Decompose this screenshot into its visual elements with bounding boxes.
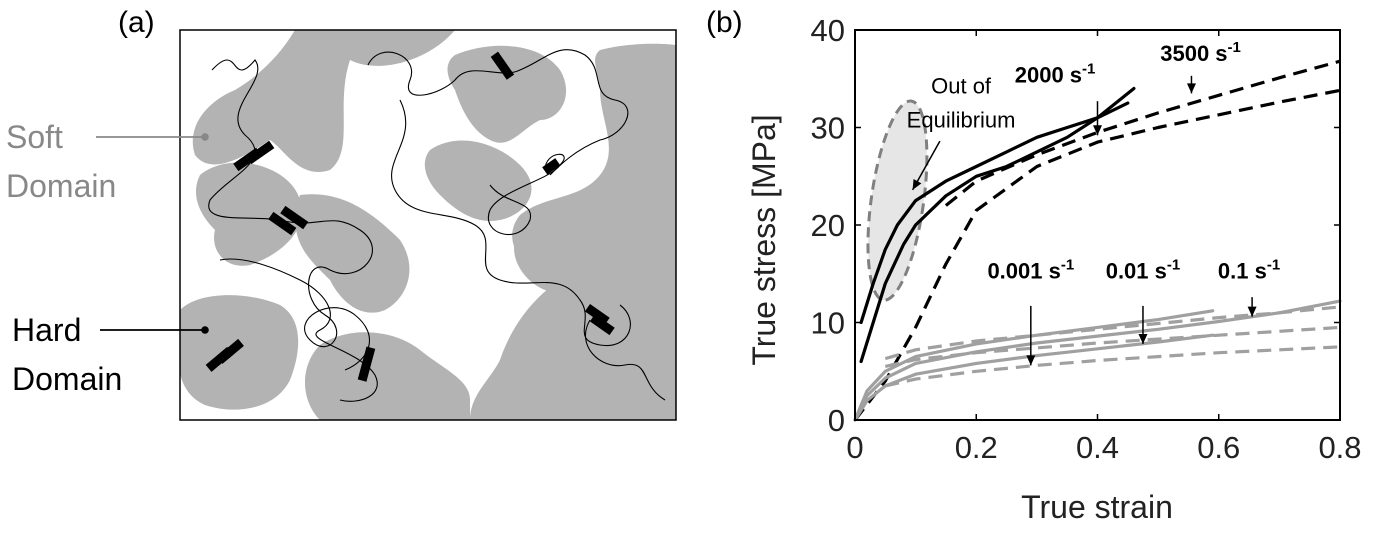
x-tick-label: 0.2 — [955, 430, 998, 465]
rate-label-01: 0.1 s-1 — [1218, 257, 1280, 284]
polymer-chain — [584, 319, 666, 401]
out-of-equilibrium-region — [866, 99, 929, 302]
x-tick-label: 0 — [846, 430, 863, 465]
stress-strain-chart: 0 0.2 0.4 0.6 0.8 0 10 20 30 40 True strain True … — [746, 13, 1362, 525]
polymer-chain — [367, 49, 629, 176]
out-of-equilibrium-label-line2: Equilibrium — [907, 108, 1016, 133]
hard-domain-callout: Hard Domain — [12, 312, 209, 397]
hard-domain-blob — [514, 226, 655, 297]
x-axis-label: True strain — [1021, 489, 1173, 525]
soft-domain-pointer-dot — [201, 133, 209, 141]
hard-segment — [280, 205, 309, 230]
hard-segment — [357, 346, 376, 382]
hard-domain-blob — [295, 194, 410, 313]
series-4-line — [944, 59, 1341, 207]
y-tick-label: 40 — [811, 13, 845, 48]
hard-segment — [542, 158, 561, 175]
hard-domain-label-line2: Domain — [12, 361, 122, 397]
hard-segment — [216, 338, 244, 364]
hard-domain-regions — [180, 30, 676, 420]
series-10-line — [884, 345, 1341, 388]
rate-label-0001: 0.001 s-1 — [987, 257, 1074, 284]
rate-arrow-2000-head — [1093, 125, 1102, 136]
series-3-line — [853, 88, 1341, 421]
soft-domain-label-line2: Domain — [6, 168, 116, 204]
panel-a-label: (a) — [118, 6, 155, 39]
hard-domain-blob — [195, 162, 302, 266]
x-tick-label: 0.4 — [1076, 430, 1119, 465]
series-6-line — [853, 299, 1342, 422]
series-7-line — [853, 333, 1215, 422]
hard-domain-blob — [305, 332, 470, 420]
y-tick-label: 0 — [828, 403, 845, 438]
series-1-line — [859, 101, 1130, 325]
y-tick-label: 10 — [811, 306, 845, 341]
hard-domain-blob — [180, 295, 299, 410]
series-layer — [853, 59, 1342, 422]
rate-annotations: 2000 s-1 3500 s-1 0.001 s-1 0.01 s-1 0.1 s-1… — [907, 39, 1280, 366]
hard-segment — [584, 304, 610, 326]
rate-arrow-0001-head — [1026, 355, 1036, 366]
rate-arrow-3500-head — [1186, 83, 1196, 94]
hard-domain-label-line1: Hard — [12, 312, 81, 348]
rate-arrow-01-head — [1247, 306, 1257, 317]
series-9-line — [884, 325, 1341, 368]
x-tick-label: 0.8 — [1318, 430, 1361, 465]
rate-label-001: 0.01 s-1 — [1106, 257, 1181, 284]
rate-label-2000: 2000 s-1 — [1015, 61, 1096, 88]
polymer-chain — [208, 59, 373, 371]
hard-domain-blob — [447, 45, 567, 143]
out-of-equilibrium-arrow-head — [912, 178, 922, 190]
out-of-equilibrium-ellipse — [866, 99, 929, 302]
series-5-line — [853, 309, 1215, 422]
out-of-equilibrium-label-line1: Out of — [931, 73, 992, 98]
hard-segments — [205, 51, 615, 382]
rate-arrow-001-head — [1138, 333, 1148, 344]
y-tick-label: 20 — [811, 208, 845, 243]
soft-domain-label-line1: Soft — [6, 119, 63, 155]
hard-domain-blob — [424, 140, 532, 221]
hard-segment — [268, 211, 297, 236]
y-axis-label: True stress [MPa] — [746, 114, 782, 365]
polymer-chain — [219, 258, 378, 402]
rate-label-3500: 3500 s-1 — [1160, 39, 1241, 66]
series-8-line — [884, 305, 1341, 361]
hard-domain-pointer-dot — [201, 326, 209, 334]
hard-domain-blob — [192, 30, 455, 173]
hard-segment — [589, 314, 615, 336]
axis-ticks: 0 0.2 0.4 0.6 0.8 0 10 20 30 40 — [811, 13, 1362, 465]
hard-segment — [490, 51, 515, 80]
series-2-line — [859, 86, 1136, 364]
panel-b-label: (b) — [706, 6, 743, 39]
polymer-chain — [487, 153, 565, 236]
y-tick-label: 30 — [811, 111, 845, 146]
schematic-frame — [179, 29, 677, 421]
microstructure-schematic — [179, 29, 677, 421]
polymer-chains — [208, 49, 666, 402]
x-tick-label: 0.6 — [1197, 430, 1240, 465]
polymer-chain — [391, 99, 631, 347]
hard-segment — [246, 140, 275, 165]
soft-domain-callout: Soft Domain — [6, 119, 209, 204]
